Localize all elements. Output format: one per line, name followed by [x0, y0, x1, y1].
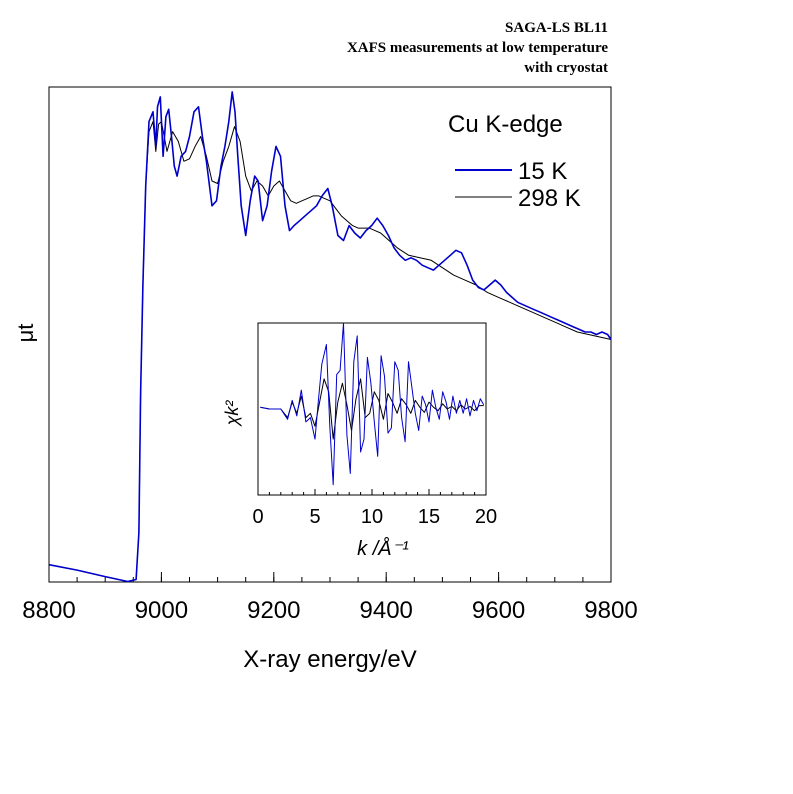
- inset-plot: 0 5 10 15 20 k /Å⁻¹ χk²: [222, 322, 497, 560]
- inset-tick-label: 5: [309, 506, 320, 528]
- main-x-axis-label: X-ray energy/eV: [243, 646, 416, 673]
- inset-tick-label: 20: [475, 506, 497, 528]
- inset-tick-label: 15: [418, 506, 440, 528]
- main-y-axis-label: μt: [13, 324, 38, 343]
- main-chart-title: Cu K-edge: [448, 111, 563, 138]
- main-tick-label: 9200: [247, 597, 300, 624]
- main-tick-label: 9000: [135, 597, 188, 624]
- legend: 15 K 298 K: [455, 158, 581, 212]
- main-series-line: [48, 91, 612, 583]
- inset-series-line: [260, 378, 484, 440]
- inset-y-axis-label: χk²: [222, 400, 242, 428]
- inset-series-lines: [260, 322, 485, 486]
- inset-plot-frame: [257, 322, 487, 496]
- inset-tick-label: 0: [252, 506, 263, 528]
- legend-label-298k: 298 K: [518, 185, 581, 212]
- main-tick-label: 9600: [472, 597, 525, 624]
- main-series-line: [48, 121, 612, 582]
- inset-x-axis-label: k /Å⁻¹: [357, 537, 409, 560]
- main-tick-label: 9800: [584, 597, 637, 624]
- header-line-1: SAGA-LS BL11: [505, 20, 608, 36]
- header-line-3: with cryostat: [524, 60, 608, 76]
- figure-header: SAGA-LS BL11 XAFS measurements at low te…: [347, 18, 608, 78]
- main-tick-label: 8800: [22, 597, 75, 624]
- inset-tick-label: 10: [361, 506, 383, 528]
- main-x-ticks: 8800 9000 9200 9400 9600 9800: [22, 572, 638, 624]
- inset-series-line: [260, 322, 485, 486]
- main-tick-label: 9400: [360, 597, 413, 624]
- legend-label-15k: 15 K: [518, 158, 567, 185]
- header-line-2: XAFS measurements at low temperature: [346, 40, 608, 56]
- inset-x-ticks: 0 5 10 15 20: [252, 489, 497, 528]
- main-series-lines: [48, 91, 612, 583]
